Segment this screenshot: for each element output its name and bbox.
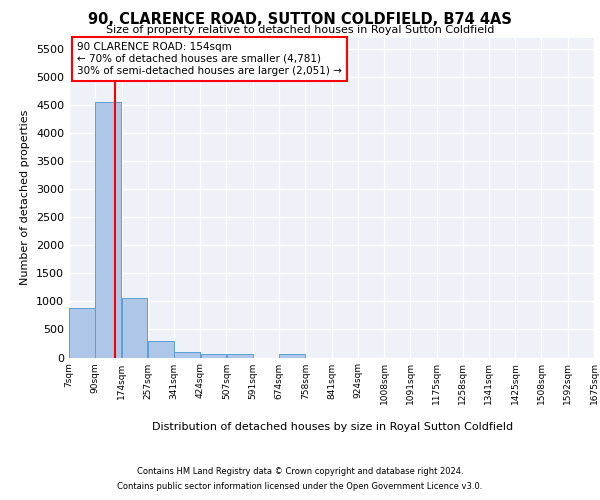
Text: Distribution of detached houses by size in Royal Sutton Coldfield: Distribution of detached houses by size …: [152, 422, 514, 432]
Bar: [227, 354, 253, 358]
Bar: [279, 354, 305, 358]
Text: Contains public sector information licensed under the Open Government Licence v3: Contains public sector information licen…: [118, 482, 482, 491]
Bar: [200, 354, 226, 358]
Bar: [122, 298, 148, 358]
Bar: [175, 352, 200, 358]
Text: Size of property relative to detached houses in Royal Sutton Coldfield: Size of property relative to detached ho…: [106, 25, 494, 35]
Text: 90, CLARENCE ROAD, SUTTON COLDFIELD, B74 4AS: 90, CLARENCE ROAD, SUTTON COLDFIELD, B74…: [88, 12, 512, 28]
Y-axis label: Number of detached properties: Number of detached properties: [20, 110, 31, 285]
Bar: [69, 308, 95, 358]
Text: 90 CLARENCE ROAD: 154sqm
← 70% of detached houses are smaller (4,781)
30% of sem: 90 CLARENCE ROAD: 154sqm ← 70% of detach…: [77, 42, 342, 76]
Bar: [95, 102, 121, 358]
Text: Contains HM Land Registry data © Crown copyright and database right 2024.: Contains HM Land Registry data © Crown c…: [137, 467, 463, 476]
Bar: [148, 341, 174, 357]
